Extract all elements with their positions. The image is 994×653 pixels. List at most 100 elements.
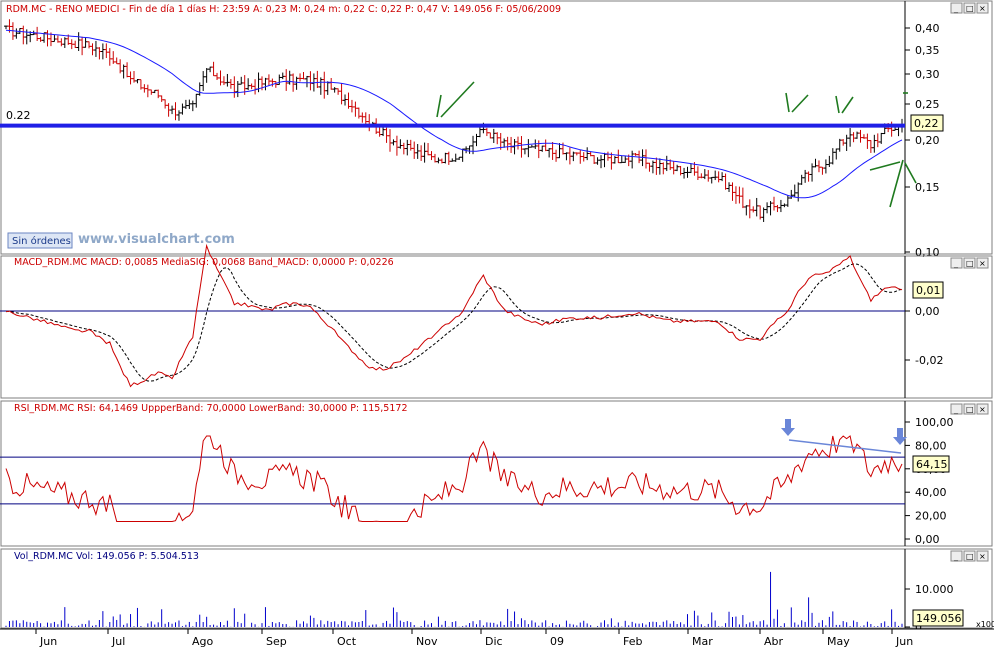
macd-signal-line (5, 263, 903, 382)
blue-down-arrow (893, 428, 907, 445)
macd-tick-label: -0,02 (915, 354, 943, 367)
macd-minimize-button[interactable] (950, 257, 963, 269)
rsi-panel-title: RSI_RDM.MC RSI: 64,1469 UppperBand: 70,0… (14, 403, 408, 414)
rsi-panel: RSI_RDM.MC RSI: 64,1469 UppperBand: 70,0… (0, 400, 993, 547)
minimize-icon: _ (953, 405, 959, 414)
arrow-shaft (897, 428, 903, 437)
month-label: Mar (692, 635, 713, 648)
price-panel-controls: _ □ × (950, 2, 989, 14)
macd-line (5, 243, 903, 388)
volume-panel-border (0, 548, 993, 629)
month-label: Abr (764, 635, 784, 648)
price-moving-average (5, 29, 903, 199)
volume-close-button[interactable] (976, 550, 989, 562)
close-button[interactable] (976, 2, 989, 14)
price-axis-ticks: 0,40 0,35 0,30 0,25 0,20 0,15 0,10 (905, 22, 940, 259)
rsi-close-button[interactable] (976, 403, 989, 415)
price-bars (4, 19, 904, 222)
macd-panel-border (0, 255, 993, 399)
green-check-mark (436, 81, 475, 118)
volume-panel: Vol_RDM.MC Vol: 149.056 P: 5.504.513 10.… (0, 548, 994, 634)
macd-panel: MACD_RDM.MC MACD: 0,0085 MediaSIG: 0,006… (0, 243, 993, 399)
sin-ordenes-button[interactable]: Sin órdenes (7, 232, 73, 249)
volume-bars (5, 571, 903, 627)
price-panel-title: RDM.MC - RENO MEDICI - Fin de día 1 días… (6, 4, 561, 15)
macd-close-button[interactable] (976, 257, 989, 269)
month-label: Ago (192, 635, 214, 648)
price-tick-label: 0,35 (915, 44, 940, 57)
green-check-stroke (440, 81, 475, 118)
close-icon: × (979, 552, 986, 561)
macd-maximize-button[interactable] (963, 257, 976, 269)
green-arrow-head-left (869, 161, 901, 171)
green-check-mark (835, 95, 854, 114)
minimize-icon: _ (953, 259, 959, 268)
minimize-icon: _ (953, 4, 959, 13)
blue-down-arrow (781, 419, 795, 436)
volume-tick-label: 10.000 (915, 583, 954, 596)
rsi-tick-label: 0,00 (915, 533, 940, 546)
volume-axis-ticks: 10.000 0 (905, 583, 954, 634)
macd-last-value: 0,01 (916, 284, 941, 297)
rsi-panel-controls: _ □ × (950, 403, 989, 415)
time-axis: Jun Jul Ago Sep Oct Nov Dic 09 Feb Mar Abr May Jun (0, 628, 994, 649)
volume-minimize-button[interactable] (950, 550, 963, 562)
divergence-line (788, 439, 902, 454)
rsi-line (5, 435, 903, 522)
sin-ordenes-label: Sin órdenes (12, 235, 71, 247)
green-check-stroke (436, 94, 442, 118)
price-tick-label: 0,30 (915, 68, 940, 81)
support-level-label: 0.22 (6, 109, 31, 122)
volume-panel-title: Vol_RDM.MC Vol: 149.056 P: 5.504.513 (14, 551, 199, 562)
maximize-icon: □ (966, 259, 974, 268)
rsi-divergence-annotations (781, 419, 907, 454)
volume-panel-controls: _ □ × (950, 550, 989, 562)
volume-tick-label: 0 (915, 621, 922, 634)
green-arrow-head-right (904, 162, 917, 184)
price-tick-label: 0,40 (915, 22, 940, 35)
maximize-button[interactable] (963, 2, 976, 14)
rsi-tick-label: 100,00 (915, 416, 954, 429)
price-last-value-badge: 0,22 (910, 114, 944, 132)
green-arrow-shaft (889, 159, 904, 208)
arrow-shaft (785, 419, 791, 428)
green-check-stroke (791, 94, 809, 113)
rsi-minimize-button[interactable] (950, 403, 963, 415)
volume-scale-label: x100 (976, 620, 994, 629)
arrow-head (781, 428, 795, 436)
rsi-last-value: 64,15 (916, 458, 948, 471)
green-check-mark (785, 92, 809, 113)
maximize-icon: □ (966, 4, 974, 13)
rsi-panel-border (0, 400, 993, 547)
price-tick-label: 0,20 (915, 134, 940, 147)
month-label: Sep (266, 635, 287, 648)
close-icon: × (979, 4, 986, 13)
price-tick-label: 0,25 (915, 98, 940, 111)
month-label: Nov (416, 635, 438, 648)
macd-axis-ticks: 0,00 -0,02 (905, 305, 943, 367)
close-icon: × (979, 259, 986, 268)
minimize-icon: _ (953, 552, 959, 561)
month-label: Jun (39, 635, 57, 648)
macd-last-value-badge: 0,01 (912, 281, 944, 299)
price-tick-label: 0,10 (915, 246, 940, 259)
volume-maximize-button[interactable] (963, 550, 976, 562)
green-up-arrow (869, 159, 917, 208)
maximize-icon: □ (966, 552, 974, 561)
price-last-value: 0,22 (914, 117, 939, 130)
rsi-last-value-badge: 64,15 (912, 455, 950, 473)
maximize-icon: □ (966, 405, 974, 414)
month-label: 09 (550, 635, 564, 648)
green-check-stroke (785, 92, 790, 113)
month-label: Feb (623, 635, 642, 648)
month-label: Dic (485, 635, 503, 648)
rsi-maximize-button[interactable] (963, 403, 976, 415)
rsi-tick-label: 40,00 (915, 486, 947, 499)
green-check-stroke (841, 96, 854, 114)
price-panel: RDM.MC - RENO MEDICI - Fin de día 1 días… (0, 0, 993, 259)
minimize-button[interactable] (950, 2, 963, 14)
month-label: Oct (337, 635, 357, 648)
